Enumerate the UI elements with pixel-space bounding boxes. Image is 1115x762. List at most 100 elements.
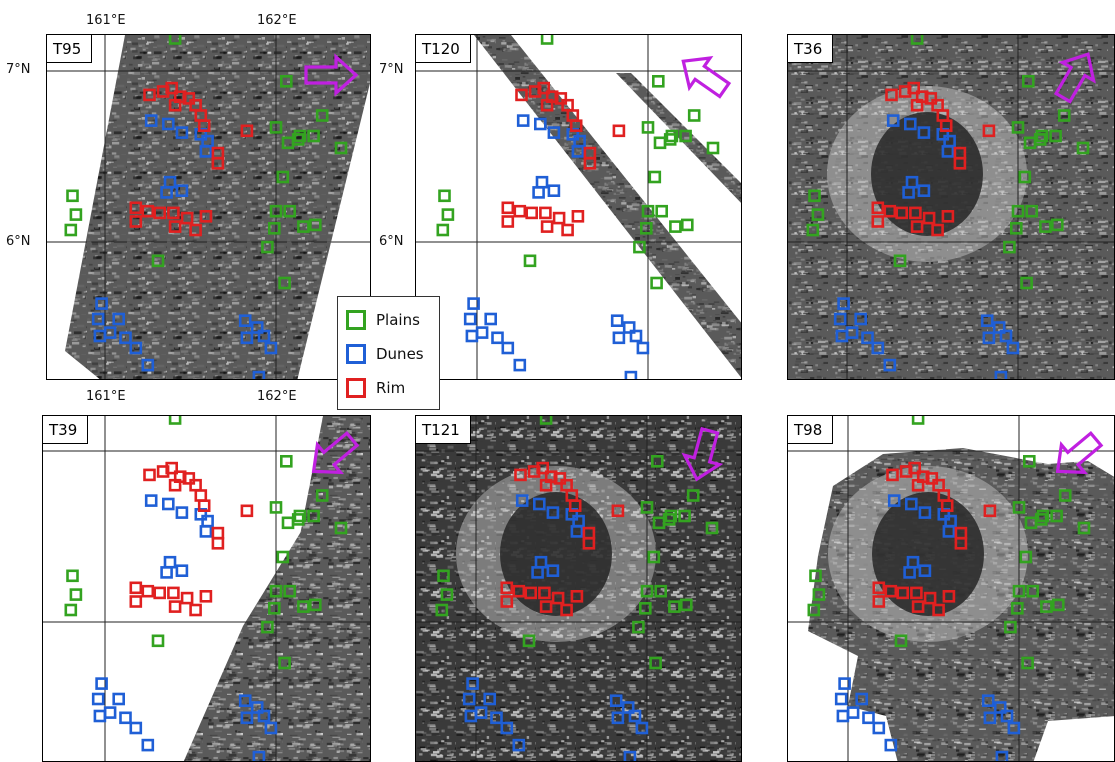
lat-label-mid-6: 6°N [379, 234, 404, 249]
plains-marker [261, 620, 274, 634]
rim-marker [540, 220, 554, 233]
rim-marker [940, 499, 954, 512]
dunes-marker [162, 497, 175, 511]
rim-marker [129, 201, 143, 215]
plains-marker [276, 170, 290, 184]
plains-marker [1004, 620, 1017, 634]
dunes-marker [902, 186, 915, 199]
rim-marker [569, 119, 583, 132]
map-panel-t98: T98 [787, 415, 1115, 762]
panel-layer [416, 416, 741, 761]
plains-marker [1021, 656, 1034, 670]
legend-swatch-plains [346, 310, 366, 330]
rim-marker [899, 465, 913, 478]
dunes-marker [983, 711, 997, 725]
dunes-marker [201, 514, 214, 528]
dunes-marker [252, 370, 266, 379]
rim-marker [168, 98, 182, 112]
rim-marker [143, 88, 156, 102]
dunes-marker [129, 341, 143, 355]
plains-marker [640, 222, 653, 235]
rim-marker [537, 81, 550, 95]
rim-marker [910, 98, 924, 112]
plains-marker [650, 276, 663, 290]
rim-marker [514, 468, 527, 482]
plains-marker [440, 588, 454, 601]
plains-marker [69, 208, 83, 221]
plains-marker [640, 584, 654, 598]
legend-label: Dunes [376, 345, 424, 363]
dunes-marker [546, 506, 560, 519]
dunes-marker [884, 738, 898, 752]
rim-marker [189, 223, 202, 237]
rim-marker [539, 206, 552, 220]
rim-marker [527, 465, 541, 478]
rim-marker [501, 215, 515, 228]
plains-marker [665, 129, 679, 143]
plains-marker [151, 634, 165, 648]
rim-marker [941, 210, 955, 223]
dunes-marker [95, 677, 108, 690]
rim-marker [611, 504, 625, 518]
dunes-marker [93, 709, 107, 723]
rim-marker [182, 472, 196, 485]
rim-marker [908, 461, 921, 475]
rim-marker [925, 472, 939, 485]
dunes-marker [838, 677, 851, 690]
plains-marker [261, 240, 274, 254]
rim-marker [872, 581, 886, 595]
dunes-marker [240, 331, 254, 345]
plains-marker [435, 603, 449, 617]
rim-marker [540, 98, 554, 112]
plains-marker [1039, 220, 1052, 233]
look-direction-arrow-icon [304, 53, 359, 97]
plains-marker [655, 204, 668, 218]
look-direction-arrow-icon [681, 426, 724, 482]
rim-marker [156, 465, 170, 478]
plains-marker [441, 208, 455, 221]
plains-marker [806, 223, 820, 237]
plains-marker [894, 634, 908, 648]
look-direction-arrow-icon [1053, 52, 1096, 104]
dunes-marker [119, 711, 132, 725]
plains-marker [436, 223, 450, 237]
rim-marker [538, 586, 551, 600]
dunes-marker [942, 525, 956, 538]
rim-marker [911, 478, 925, 492]
plains-marker [648, 170, 662, 184]
plains-marker [811, 208, 825, 221]
plains-marker [1049, 129, 1062, 143]
dunes-marker [628, 709, 642, 723]
rim-marker [583, 157, 597, 170]
plains-marker [808, 189, 821, 203]
dunes-marker [918, 564, 932, 577]
plains-marker [278, 276, 291, 290]
dunes-marker [624, 370, 638, 379]
map-panel-t36: T36 [787, 34, 1115, 380]
plains-marker [437, 569, 450, 583]
panel-label: T120 [416, 35, 471, 63]
dunes-marker [112, 692, 125, 706]
dunes-marker [1007, 721, 1021, 735]
plains-marker [540, 35, 554, 45]
dunes-marker [252, 750, 266, 761]
dunes-marker [610, 314, 624, 328]
dunes-marker [570, 525, 584, 538]
rim-marker [953, 157, 967, 170]
dunes-marker [994, 370, 1008, 379]
plains-marker [1003, 240, 1016, 254]
plains-marker [281, 516, 295, 530]
plains-marker [438, 189, 451, 203]
plains-marker [641, 121, 655, 134]
rim-marker [240, 124, 254, 138]
plains-marker [911, 416, 925, 425]
look-direction-arrow-icon [1055, 430, 1104, 475]
rim-marker [500, 581, 514, 595]
dunes-marker [103, 706, 117, 719]
rim-marker [240, 504, 254, 518]
dunes-marker [903, 566, 916, 579]
lat-label-mid-7: 7°N [379, 62, 404, 77]
plains-marker [1050, 509, 1063, 523]
plains-marker [276, 550, 290, 564]
plains-marker [66, 189, 79, 203]
